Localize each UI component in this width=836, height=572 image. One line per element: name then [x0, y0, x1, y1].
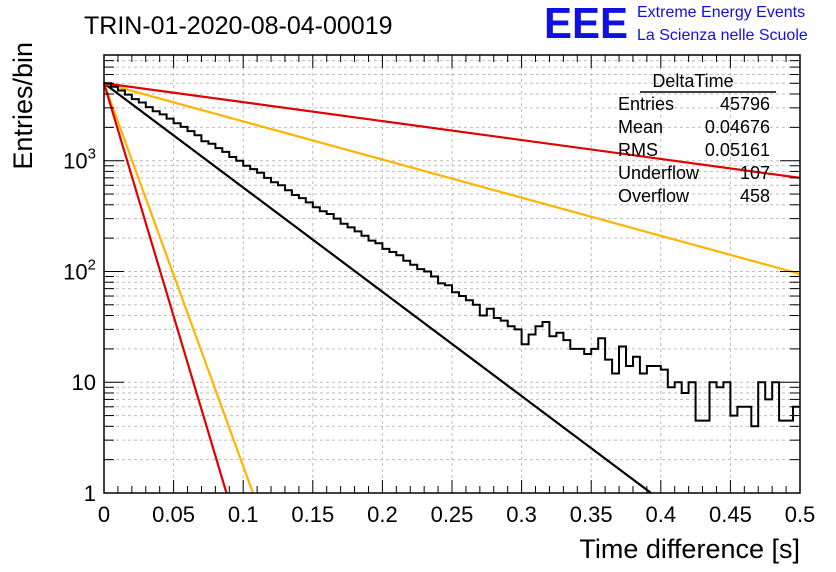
- x-tick-label: 0.15: [291, 502, 334, 527]
- fit-curve: [103, 82, 801, 179]
- stats-row-label: RMS: [618, 140, 658, 160]
- y-axis-title: Entries/bin: [8, 42, 38, 170]
- logo-mark: EEE: [544, 0, 628, 48]
- stats-row-label: Mean: [618, 117, 663, 137]
- grid: [104, 54, 800, 493]
- stats-box-title: DeltaTime: [652, 71, 733, 91]
- fit-curves: [102, 82, 801, 494]
- fit-curve: [103, 82, 652, 494]
- y-tick-label: 10: [72, 370, 96, 395]
- fit-curve: [103, 82, 801, 275]
- y-tick-label: 103: [63, 146, 96, 174]
- x-axis-title: Time difference [s]: [579, 534, 800, 564]
- stats-row-value: 0.05161: [705, 140, 770, 160]
- stats-box: DeltaTime Entries 45796 Mean 0.04676 RMS 0.05…: [618, 71, 776, 206]
- x-tick-label: 0.1: [228, 502, 259, 527]
- chart-title: TRIN-01-2020-08-04-00019: [84, 12, 393, 40]
- stats-row-label: Underflow: [618, 163, 700, 183]
- x-tick-label: 0.5: [785, 502, 816, 527]
- x-tick-label: 0.05: [152, 502, 195, 527]
- logo-line-2: La Scienza nelle Scuole: [637, 27, 808, 44]
- y-tick-labels: 1 10 102 103: [63, 146, 96, 506]
- x-tick-label: 0.25: [431, 502, 474, 527]
- x-tick-label: 0.4: [646, 502, 677, 527]
- stats-row-label: Entries: [618, 94, 674, 114]
- stats-row-value: 45796: [720, 94, 770, 114]
- fit-curve: [102, 82, 228, 494]
- logo-line-1: Extreme Energy Events: [637, 4, 805, 21]
- stats-row-label: Overflow: [618, 186, 690, 206]
- x-tick-label: 0.3: [506, 502, 537, 527]
- stats-row-value: 458: [740, 186, 770, 206]
- x-tick-labels: 0 0.05 0.1 0.15 0.2 0.25 0.3 0.35 0.4 0.45 0.5: [98, 502, 815, 527]
- x-tick-label: 0: [98, 502, 110, 527]
- fit-curve: [102, 82, 254, 494]
- eee-logo: EEE Extreme Energy Events La Scienza nel…: [544, 0, 808, 48]
- axis-ticks: [103, 54, 801, 494]
- y-tick-label: 102: [63, 256, 96, 284]
- stats-row-value: 107: [740, 163, 770, 183]
- histogram-series: [104, 82, 800, 428]
- x-tick-label: 0.35: [570, 502, 613, 527]
- y-tick-label: 1: [84, 481, 96, 506]
- stats-row-value: 0.04676: [705, 117, 770, 137]
- x-tick-label: 0.45: [709, 502, 752, 527]
- x-tick-label: 0.2: [367, 502, 398, 527]
